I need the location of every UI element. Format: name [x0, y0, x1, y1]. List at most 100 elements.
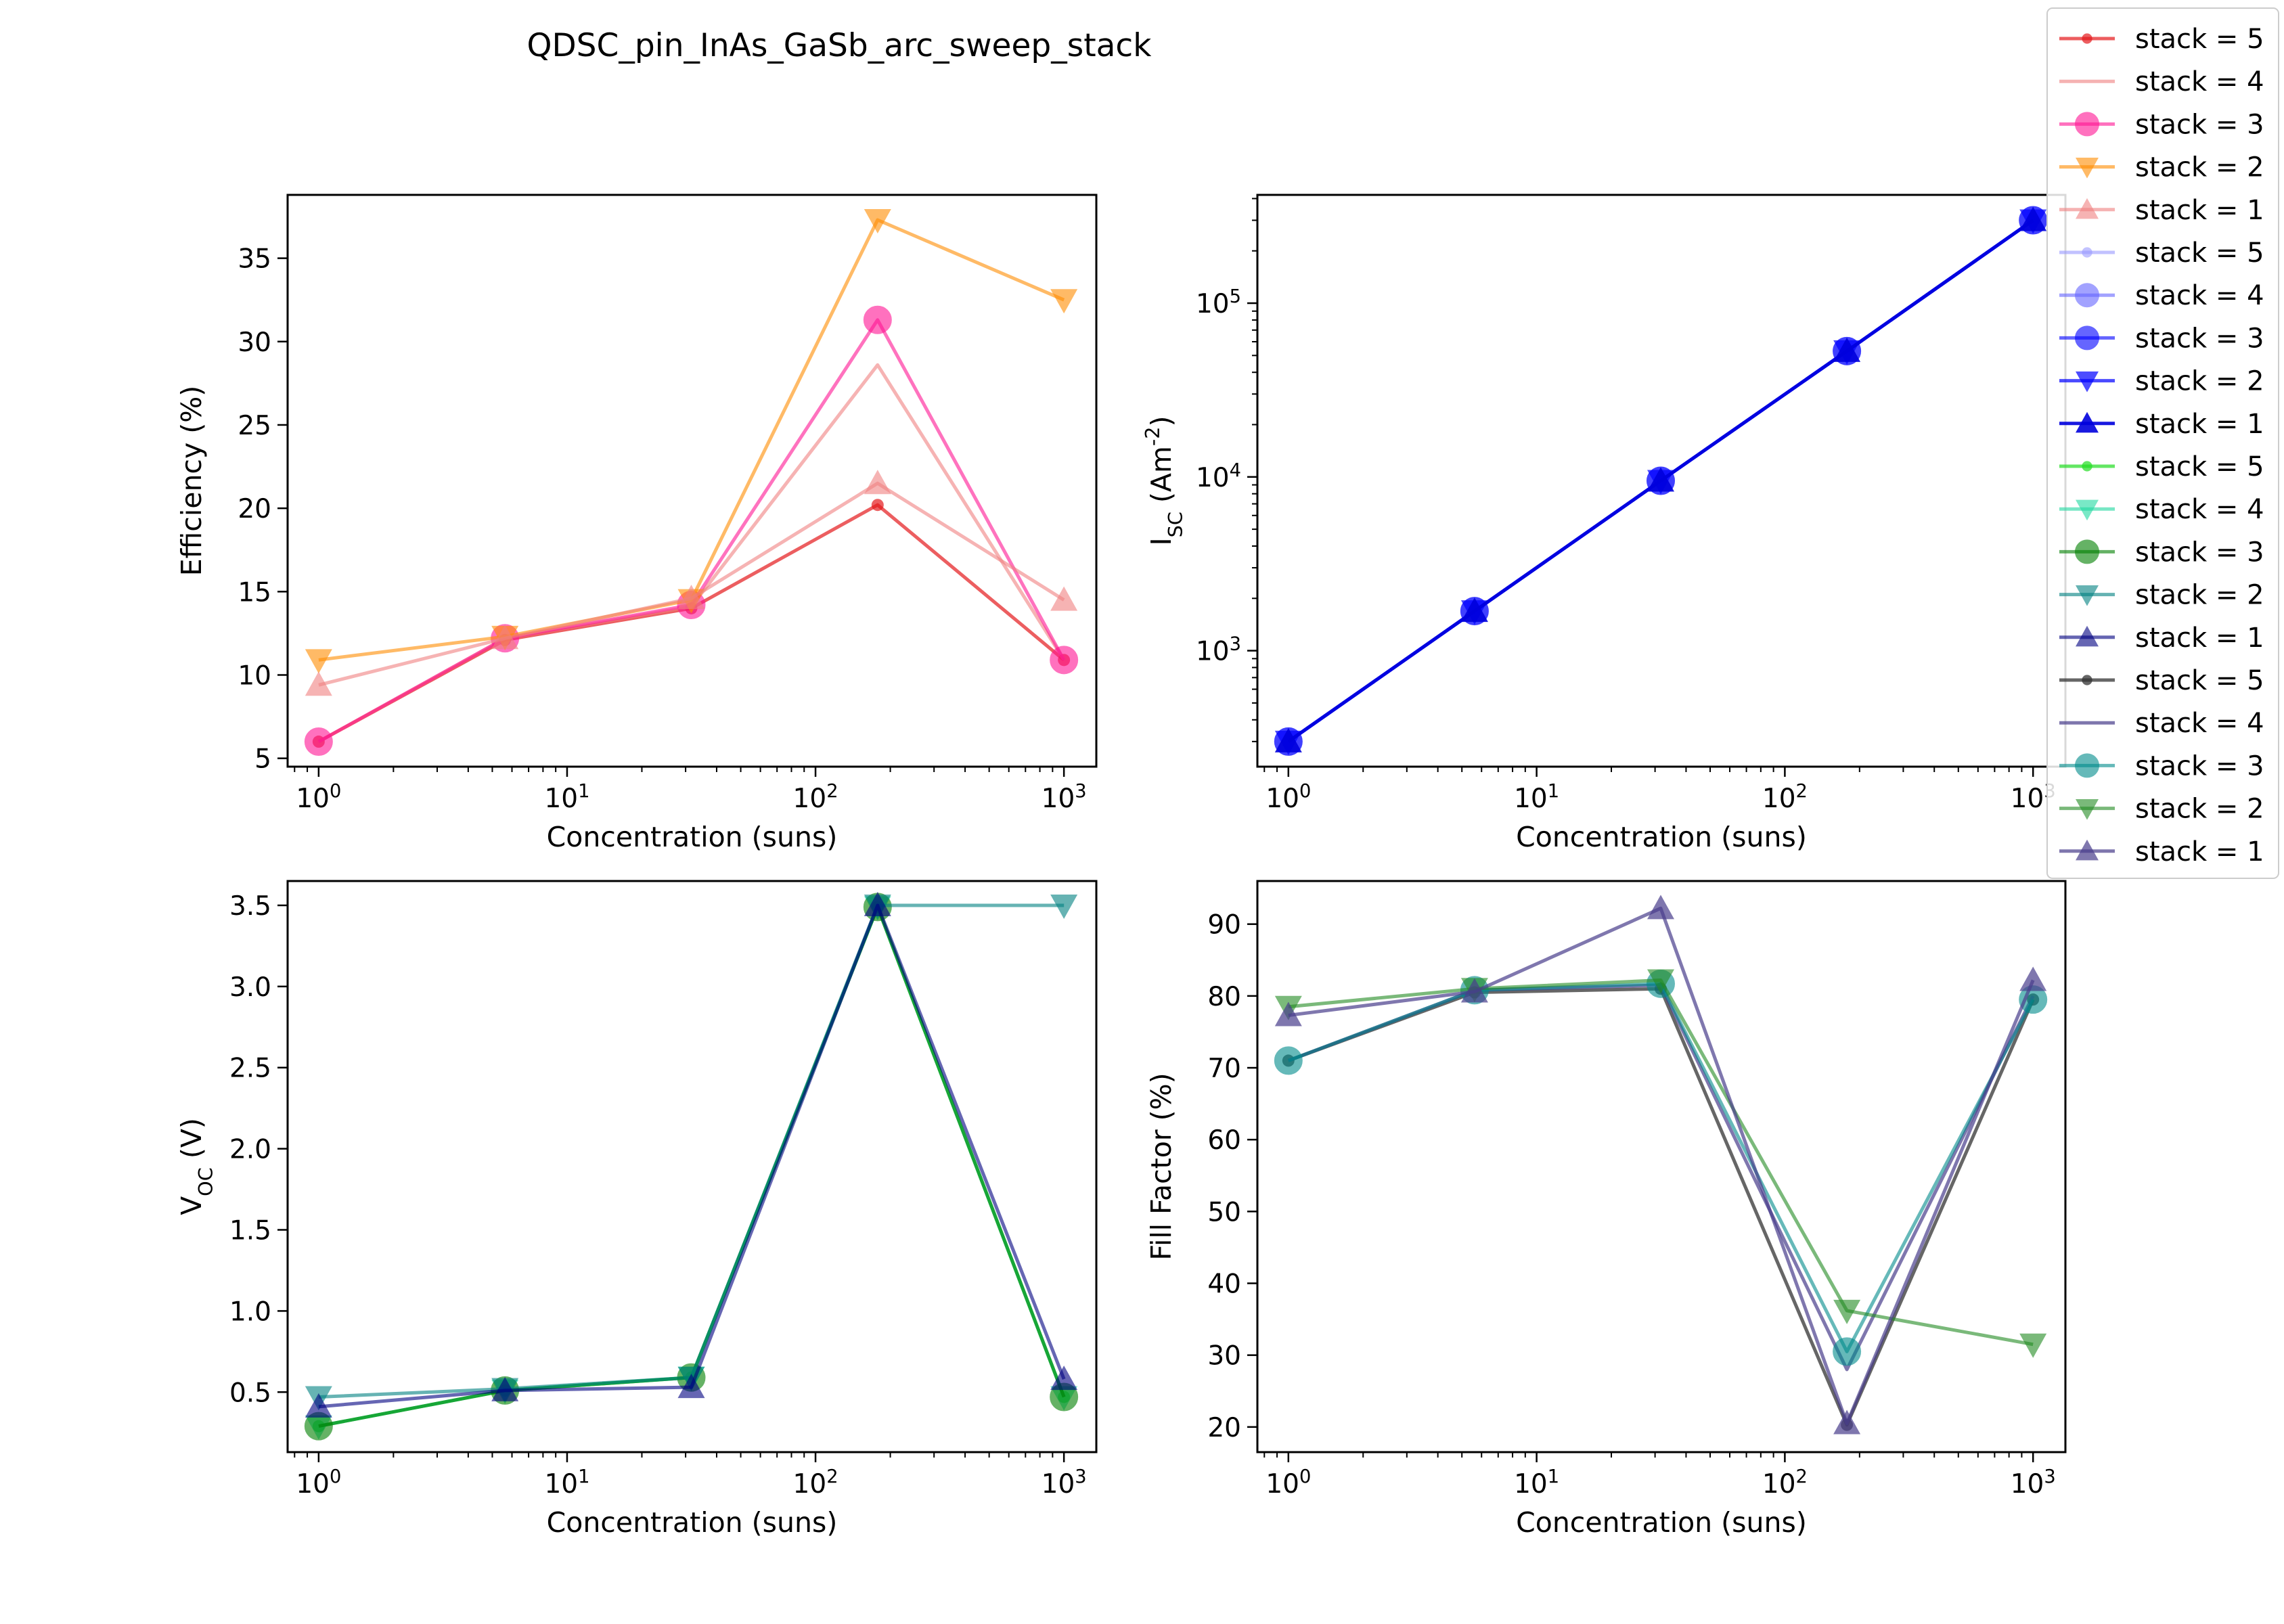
data-point [1833, 337, 1861, 362]
legend-marker [2076, 839, 2099, 861]
legend-entry: stack = 5 [2059, 451, 2264, 482]
legend-label: stack = 3 [2135, 323, 2264, 354]
legend-marker [2075, 283, 2099, 308]
legend-entry: stack = 2 [2059, 794, 2264, 825]
y-tick-label: 15 [238, 577, 271, 608]
y-tick-label: 30 [238, 328, 271, 358]
legend-entry: stack = 5 [2059, 24, 2264, 55]
x-axis-label: Concentration (suns) [547, 1506, 838, 1539]
data-point [1833, 1299, 1861, 1324]
legend-label: stack = 2 [2135, 580, 2264, 611]
y-tick-label: 70 [1207, 1054, 1241, 1084]
y-tick-label: 60 [1207, 1125, 1241, 1156]
legend-label: stack = 4 [2135, 708, 2264, 739]
legend-label: stack = 5 [2135, 238, 2264, 269]
x-tick-label: 101 [544, 781, 589, 815]
legend-entry: stack = 4 [2059, 280, 2264, 311]
data-point [1274, 727, 1302, 752]
legend-marker [2082, 461, 2092, 472]
y-tick-label: 80 [1207, 982, 1241, 1012]
legend-entry: stack = 1 [2059, 836, 2264, 867]
panel-3: 100 101 102 103 0.5 1.0 1.5 2.0 2.5 3.0 3.5 Concent… [175, 880, 1098, 1539]
legend-entry: stack = 2 [2059, 366, 2264, 397]
legend-marker [2082, 247, 2092, 258]
y-tick-label: 2.0 [229, 1135, 271, 1165]
x-tick-label: 103 [1042, 781, 1087, 815]
data-point [677, 585, 705, 610]
y-tick-label: 40 [1207, 1269, 1241, 1300]
legend-label: stack = 4 [2135, 280, 2264, 311]
data-point [1647, 467, 1675, 492]
y-axis-label: ISC (Am-2) [1141, 416, 1187, 546]
data-point [863, 305, 892, 334]
x-tick-label: 101 [544, 1466, 589, 1500]
legend-marker [2076, 499, 2099, 521]
y-tick-label: 105 [1196, 286, 1241, 320]
data-point [491, 1376, 519, 1401]
legend-label: stack = 4 [2135, 66, 2264, 97]
series-group [1274, 895, 2048, 1435]
legend-marker [2082, 675, 2092, 685]
legend-label: stack = 5 [2135, 665, 2264, 696]
y-axis-label: Efficiency (%) [175, 386, 208, 576]
legend-label: stack = 2 [2135, 366, 2264, 397]
data-point [1833, 1409, 1861, 1435]
legend-entry: stack = 3 [2059, 537, 2264, 568]
x-tick-label: 101 [1514, 781, 1559, 815]
legend-marker [2082, 33, 2092, 44]
legend-label: stack = 1 [2135, 409, 2264, 440]
y-tick-label: 90 [1207, 910, 1241, 941]
series-line [1287, 983, 2035, 1372]
series-line [318, 905, 1066, 1428]
legend-entry: stack = 4 [2059, 494, 2264, 525]
legend-label: stack = 3 [2135, 750, 2264, 782]
x-axis-label: Concentration (suns) [1516, 1506, 1807, 1539]
legend-label: stack = 3 [2135, 109, 2264, 140]
legend-entry: stack = 3 [2059, 750, 2264, 782]
series-group [304, 891, 1079, 1441]
legend-label: stack = 2 [2135, 794, 2264, 825]
plot-frame [286, 194, 1098, 768]
data-point [1647, 969, 1675, 994]
data-point [1274, 1046, 1303, 1075]
legend-marker [2075, 112, 2099, 137]
legend-label: stack = 3 [2135, 537, 2264, 568]
legend-entry: stack = 2 [2059, 580, 2264, 611]
data-point [304, 727, 333, 757]
legend-marker [2076, 198, 2099, 219]
x-tick-label: 102 [793, 781, 838, 815]
series-line [317, 363, 1066, 744]
y-axis-label: Fill Factor (%) [1145, 1073, 1178, 1260]
legend-label: stack = 2 [2135, 152, 2264, 183]
y-tick-label: 20 [238, 494, 271, 524]
data-point [1460, 978, 1488, 1003]
panel-1: 100 101 102 103 5 10 15 20 25 30 35 Concentration (… [175, 194, 1098, 853]
legend-label: stack = 1 [2135, 623, 2264, 654]
legend-label: stack = 1 [2135, 195, 2264, 226]
y-tick-label: 20 [1207, 1413, 1241, 1443]
x-tick-label: 102 [1762, 1466, 1808, 1500]
legend-entry: stack = 4 [2059, 708, 2264, 739]
y-tick-label: 10 [238, 661, 271, 692]
series-line [1287, 987, 2035, 1427]
series-line [1288, 978, 2034, 1347]
y-tick-label: 1.5 [229, 1216, 271, 1246]
data-point [1050, 646, 1079, 675]
legend-marker [2076, 585, 2099, 606]
legend-label: stack = 1 [2135, 836, 2264, 867]
y-tick-label: 1.0 [229, 1296, 271, 1327]
panel-4: 100 101 102 103 20 30 40 50 60 70 80 90 Concentratio… [1145, 880, 2067, 1539]
data-point [305, 671, 332, 696]
data-point [864, 891, 891, 916]
x-tick-label: 103 [2011, 1466, 2056, 1500]
legend-marker [2076, 625, 2099, 647]
y-tick-label: 3.5 [229, 891, 271, 922]
data-point [1647, 895, 1675, 920]
legend-marker [2076, 158, 2099, 179]
y-tick-label: 2.5 [229, 1054, 271, 1084]
data-point [677, 1374, 705, 1399]
y-tick-label: 50 [1207, 1197, 1241, 1227]
x-axis-label: Concentration (suns) [1516, 821, 1807, 853]
legend-entry: stack = 2 [2059, 152, 2264, 183]
